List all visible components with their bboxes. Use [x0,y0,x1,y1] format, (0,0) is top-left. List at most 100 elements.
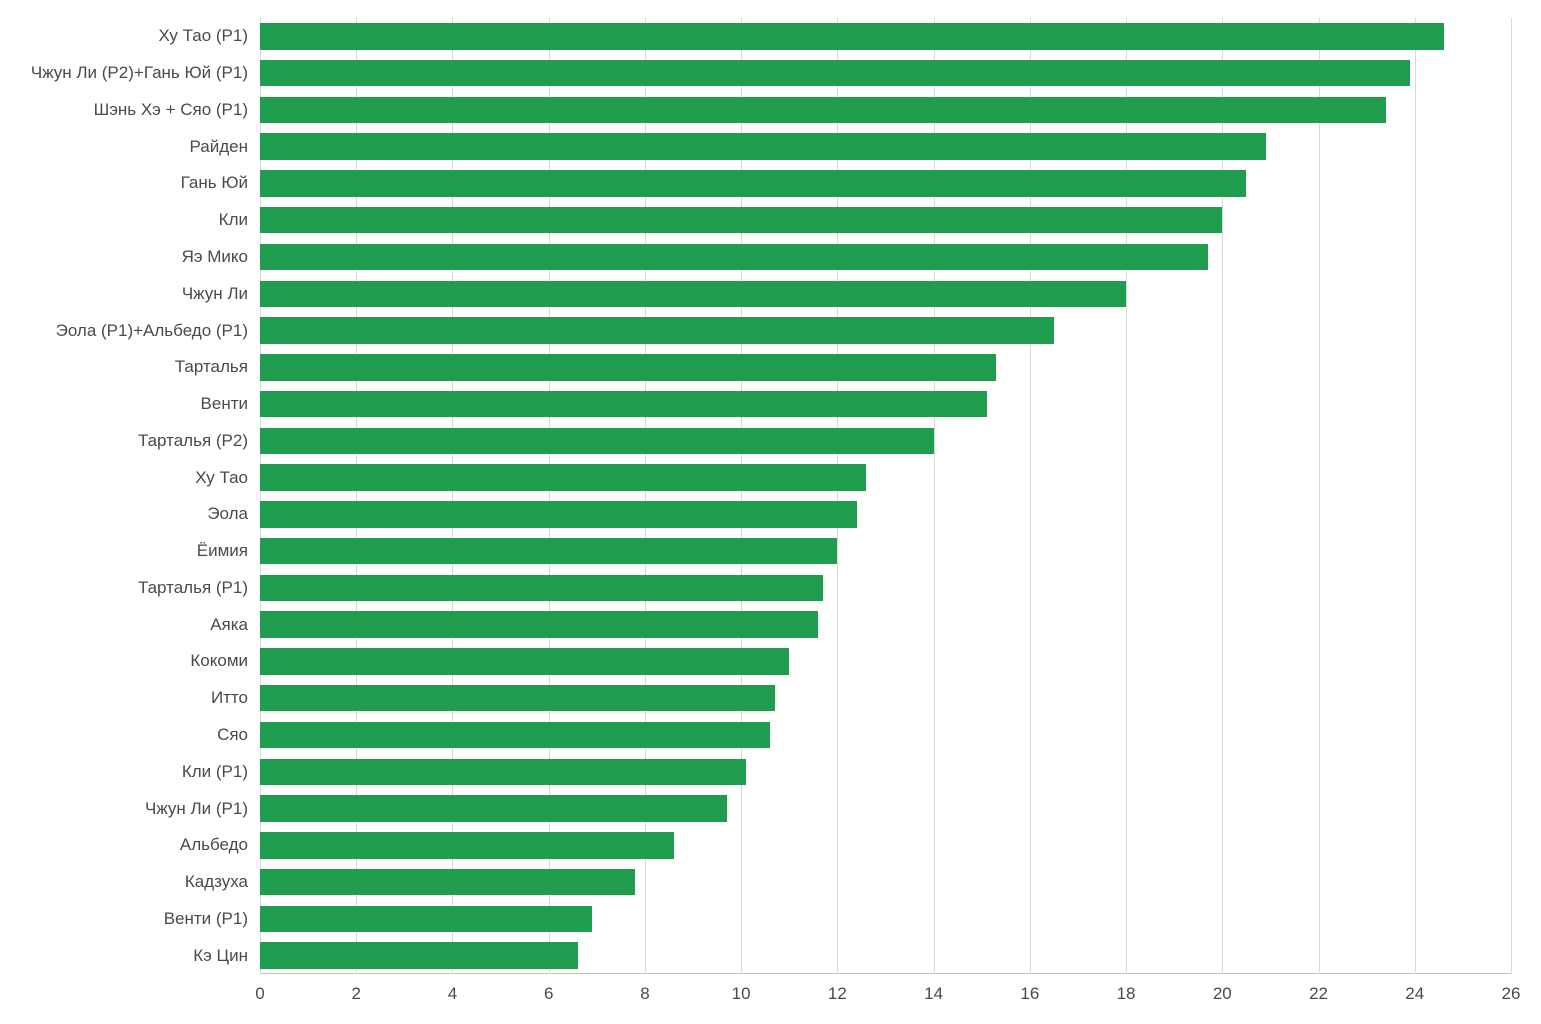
bar [260,538,837,564]
y-category-label: Чжун Ли [0,284,248,304]
bar [260,501,857,527]
y-category-label: Ёимия [0,541,248,561]
y-category-label: Чжун Ли (Р2)+Гань Юй (Р1) [0,63,248,83]
bar-row [260,575,1511,601]
bar-row [260,133,1511,159]
bar-row [260,759,1511,785]
x-tick-label: 4 [448,984,457,1004]
bar-row [260,317,1511,343]
bar [260,942,578,968]
gridline [934,18,935,974]
bar-row [260,722,1511,748]
bar [260,23,1444,49]
bar [260,575,823,601]
gridline [837,18,838,974]
bar-row [260,281,1511,307]
x-tick-label: 22 [1309,984,1328,1004]
bar [260,207,1222,233]
bar [260,685,775,711]
y-category-label: Тарталья (Р1) [0,578,248,598]
y-category-label: Венти (Р1) [0,909,248,929]
x-tick-label: 24 [1405,984,1424,1004]
x-tick-label: 14 [924,984,943,1004]
bar-row [260,60,1511,86]
y-category-label: Яэ Мико [0,247,248,267]
gridline [741,18,742,974]
bar-row [260,942,1511,968]
bar-row [260,354,1511,380]
bar-row [260,795,1511,821]
chart-container: 02468101214161820222426Ху Тао (Р1)Чжун Л… [0,0,1541,1024]
y-category-label: Тарталья [0,357,248,377]
gridline [1222,18,1223,974]
plot-area [260,18,1511,974]
bar [260,464,866,490]
bar-row [260,685,1511,711]
gridline [1126,18,1127,974]
y-category-label: Ху Тао (Р1) [0,26,248,46]
x-tick-label: 8 [640,984,649,1004]
bar [260,244,1208,270]
y-category-label: Кэ Цин [0,946,248,966]
gridline [1319,18,1320,974]
bar [260,648,789,674]
x-tick-label: 6 [544,984,553,1004]
x-tick-label: 10 [732,984,751,1004]
y-category-label: Аяка [0,615,248,635]
x-tick-label: 0 [255,984,264,1004]
gridline [645,18,646,974]
bar-row [260,648,1511,674]
bar [260,611,818,637]
gridline [1415,18,1416,974]
y-category-label: Гань Юй [0,173,248,193]
bar-row [260,869,1511,895]
x-tick-label: 18 [1117,984,1136,1004]
y-category-label: Венти [0,394,248,414]
bar-row [260,428,1511,454]
y-category-label: Эола [0,504,248,524]
bar [260,795,727,821]
y-category-label: Сяо [0,725,248,745]
bar-row [260,611,1511,637]
bar-row [260,464,1511,490]
y-category-label: Кли [0,210,248,230]
bar [260,832,674,858]
x-tick-label: 16 [1020,984,1039,1004]
gridline [1030,18,1031,974]
bar-row [260,906,1511,932]
bar [260,60,1410,86]
bar [260,722,770,748]
gridline [260,18,261,974]
y-category-label: Итто [0,688,248,708]
bar-row [260,207,1511,233]
bar-row [260,538,1511,564]
bar [260,317,1054,343]
y-category-label: Шэнь Хэ + Сяо (Р1) [0,100,248,120]
bar-row [260,170,1511,196]
gridline [1511,18,1512,974]
bar [260,97,1386,123]
bar [260,428,934,454]
bar [260,759,746,785]
bar [260,170,1246,196]
y-category-label: Кли (Р1) [0,762,248,782]
x-tick-label: 2 [351,984,360,1004]
bar [260,281,1126,307]
bar [260,906,592,932]
y-category-label: Кадзуха [0,872,248,892]
bar [260,391,987,417]
x-tick-label: 26 [1502,984,1521,1004]
bar-row [260,97,1511,123]
bar [260,869,635,895]
bar-row [260,23,1511,49]
bar [260,354,996,380]
bar [260,133,1266,159]
gridline [452,18,453,974]
gridline [549,18,550,974]
y-category-label: Эола (Р1)+Альбедо (Р1) [0,321,248,341]
bar-row [260,501,1511,527]
bar-row [260,391,1511,417]
bar-row [260,244,1511,270]
y-category-label: Альбедо [0,835,248,855]
x-axis-line [260,973,1511,974]
